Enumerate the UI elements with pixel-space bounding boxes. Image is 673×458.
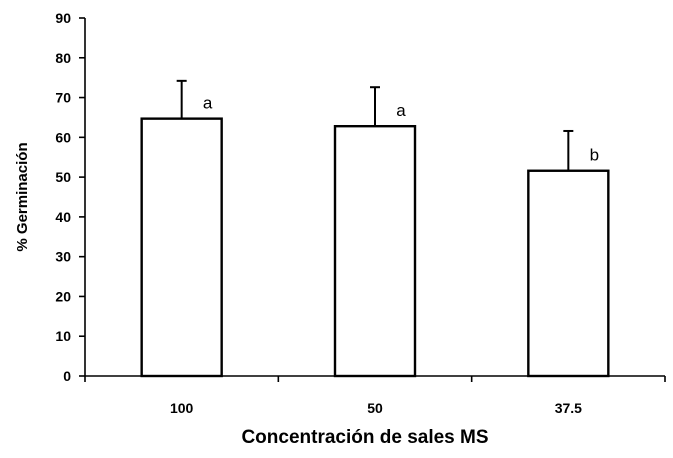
- significance-label: a: [203, 94, 213, 113]
- y-tick-label: 20: [55, 288, 71, 304]
- y-tick-label: 60: [55, 129, 71, 145]
- significance-labels: a a b: [203, 94, 599, 165]
- error-bars: [176, 79, 574, 171]
- y-tick-label: 10: [55, 328, 71, 344]
- y-axis-title: % Germinación: [14, 142, 31, 251]
- bar: [140, 117, 223, 378]
- y-tick-label: 70: [55, 90, 71, 106]
- y-tick-label: 50: [55, 169, 71, 185]
- x-axis-ticks: 100 50 37.5: [84, 376, 666, 416]
- x-tick-label: 50: [367, 400, 383, 416]
- bar: [527, 169, 610, 378]
- bars: [140, 117, 610, 378]
- significance-label: a: [396, 101, 406, 120]
- x-tick-label: 100: [170, 400, 194, 416]
- y-tick-label: 40: [55, 209, 71, 225]
- significance-label: b: [590, 146, 599, 165]
- x-tick-label: 37.5: [555, 400, 582, 416]
- y-tick-label: 80: [55, 50, 71, 66]
- y-tick-label: 90: [55, 10, 71, 26]
- y-tick-label: 0: [63, 368, 71, 384]
- y-axis-ticks: 0 10 20 30 40 50 60 70 80 90: [55, 10, 85, 384]
- y-tick-label: 30: [55, 249, 71, 265]
- x-axis-title: Concentración de sales MS: [241, 427, 488, 448]
- bar: [333, 124, 417, 378]
